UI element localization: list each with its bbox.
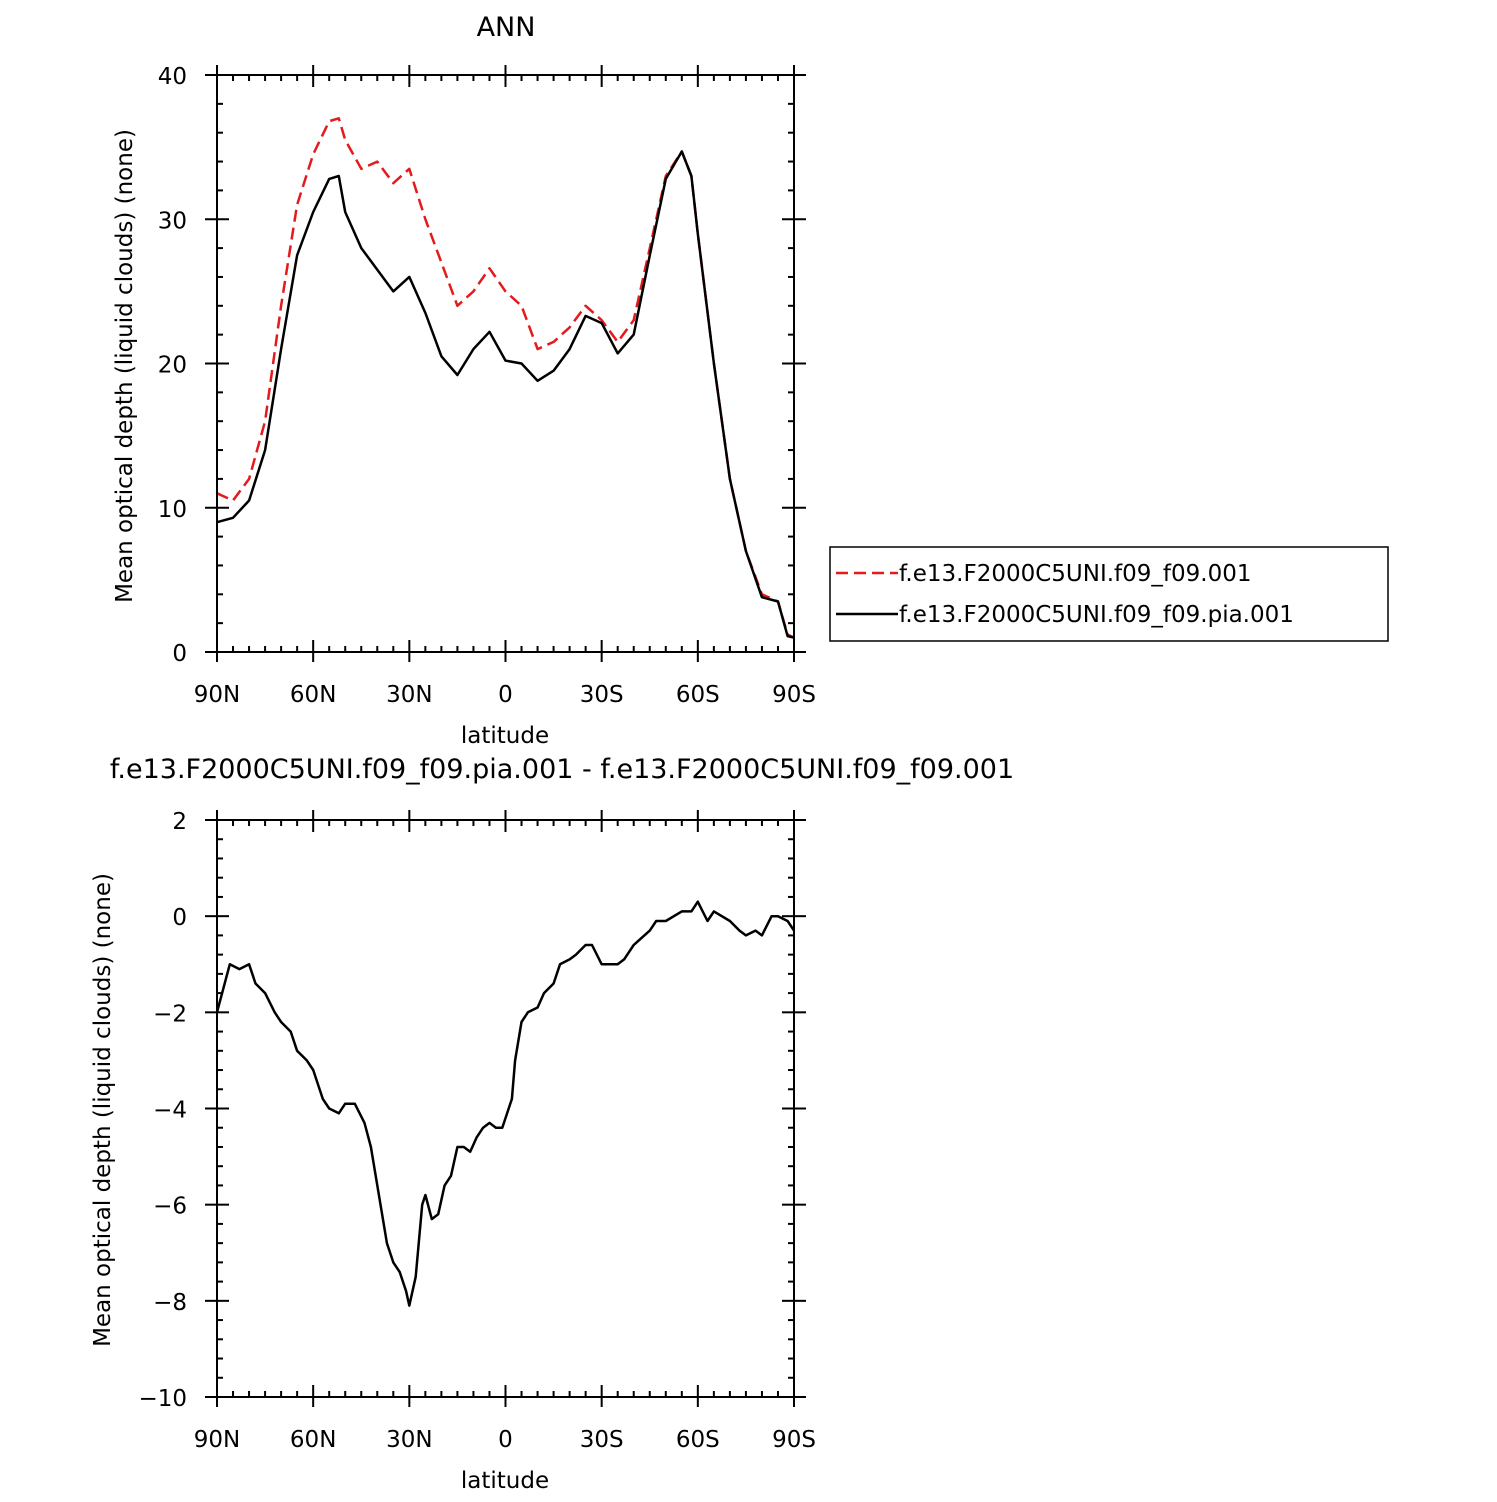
bottom-series-lines (215, 900, 796, 1307)
bottom-x-tick-labels: 90N 60N 30N 0 30S 60S 90S (194, 1427, 816, 1453)
bottom-y-tick-label: −6 (153, 1194, 187, 1220)
top-chart-title: ANN (477, 12, 536, 43)
top-y-tick-label: 0 (172, 641, 187, 667)
bottom-panel: f.e13.F2000C5UNI.f09_f09.pia.001 - f.e13… (90, 754, 1014, 1494)
top-x-tick-label: 30S (580, 682, 624, 708)
top-series-line-2 (216, 150, 795, 639)
bottom-y-axis-label: Mean optical depth (liquid clouds) (none… (90, 873, 116, 1347)
top-y-tick-labels: 0 10 20 30 40 (158, 64, 187, 667)
bottom-x-tick-label: 60S (676, 1427, 720, 1453)
legend: f.e13.F2000C5UNI.f09_f09.001 f.e13.F2000… (829, 546, 1389, 642)
bottom-x-tick-label: 60N (290, 1427, 336, 1453)
legend-box (829, 546, 1389, 642)
bottom-y-tick-label: −4 (153, 1098, 187, 1124)
top-x-tick-labels: 90N 60N 30N 0 30S 60S 90S (194, 682, 816, 708)
top-y-tick-label: 10 (158, 497, 187, 523)
bottom-series-line-1 (215, 900, 796, 1307)
top-series-line-1 (216, 117, 795, 639)
top-x-tick-label: 90N (194, 682, 240, 708)
bottom-y-tick-label: 2 (172, 809, 187, 835)
bottom-y-tick-label: −8 (153, 1290, 187, 1316)
top-axis-ticks (205, 65, 806, 662)
top-plot-frame (216, 74, 795, 653)
top-x-tick-label: 90S (772, 682, 816, 708)
bottom-chart-title: f.e13.F2000C5UNI.f09_f09.pia.001 - f.e13… (110, 754, 1014, 785)
top-y-axis-label: Mean optical depth (liquid clouds) (none… (112, 129, 138, 603)
top-x-tick-label: 60N (290, 682, 336, 708)
bottom-y-tick-label: 0 (172, 905, 187, 931)
bottom-x-axis-label: latitude (461, 1468, 549, 1494)
legend-entry-2: f.e13.F2000C5UNI.f09_f09.pia.001 (899, 602, 1294, 628)
bottom-x-tick-label: 0 (498, 1427, 513, 1453)
top-x-tick-label: 30N (386, 682, 432, 708)
top-x-tick-label: 60S (676, 682, 720, 708)
bottom-y-tick-labels: −10 −8 −6 −4 −2 0 2 (138, 809, 187, 1412)
bottom-x-tick-label: 30N (386, 1427, 432, 1453)
legend-entry-1: f.e13.F2000C5UNI.f09_f09.001 (899, 561, 1252, 587)
top-y-tick-label: 40 (158, 64, 187, 90)
bottom-x-tick-label: 30S (580, 1427, 624, 1453)
bottom-y-tick-label: −10 (138, 1386, 187, 1412)
top-x-axis-label: latitude (461, 723, 549, 749)
bottom-x-tick-label: 90S (772, 1427, 816, 1453)
bottom-y-tick-label: −2 (153, 1001, 187, 1027)
top-y-tick-label: 30 (158, 208, 187, 234)
bottom-plot-frame (216, 819, 795, 1398)
top-y-tick-label: 20 (158, 353, 187, 379)
bottom-x-tick-label: 90N (194, 1427, 240, 1453)
top-panel: ANN 90N 60N 30N 0 30S 60S 90S 0 10 20 30 40 latitu… (112, 12, 816, 749)
top-x-tick-label: 0 (498, 682, 513, 708)
top-series-lines (216, 117, 795, 639)
bottom-axis-ticks (205, 810, 806, 1407)
